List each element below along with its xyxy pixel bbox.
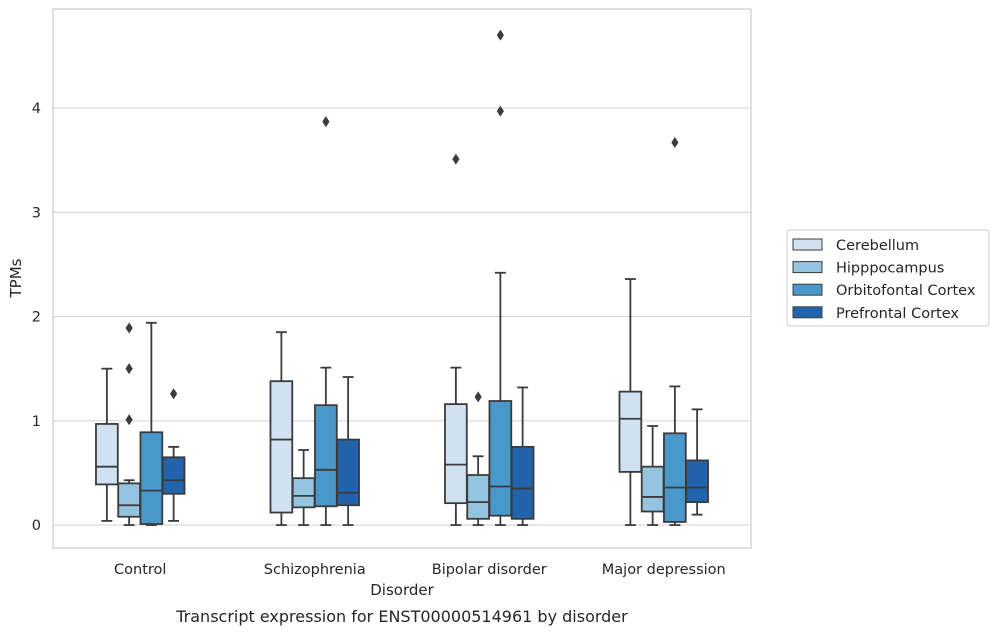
box-iqr bbox=[314, 404, 338, 508]
box-2-0 bbox=[444, 153, 468, 526]
y-axis-label: TPMs bbox=[7, 258, 25, 298]
box-iqr bbox=[336, 438, 360, 507]
box-iqr bbox=[640, 465, 665, 513]
outlier-point bbox=[125, 322, 133, 334]
outlier-point bbox=[170, 388, 178, 400]
legend-label: Cerebellum bbox=[836, 238, 919, 254]
legend-frame bbox=[786, 229, 990, 327]
legend-item: Hipppocampus bbox=[792, 261, 944, 277]
legend: Cerebellum Hipppocampus Orbitofontal Corte… bbox=[786, 229, 990, 327]
outlier-point bbox=[474, 391, 482, 403]
box-0-3 bbox=[161, 388, 186, 522]
y-tick-label: 0 bbox=[32, 518, 41, 534]
box-2-2 bbox=[488, 29, 513, 526]
legend-swatch bbox=[792, 238, 823, 251]
legend-item: Orbitofontal Cortex bbox=[792, 283, 976, 299]
outlier-point bbox=[125, 414, 133, 426]
legend-label: Orbitofontal Cortex bbox=[836, 283, 976, 299]
box-iqr bbox=[269, 380, 294, 514]
box-1-2 bbox=[314, 116, 338, 526]
box-iqr bbox=[117, 482, 141, 518]
x-tick-label: Bipolar disorder bbox=[432, 562, 547, 578]
box-iqr bbox=[488, 400, 513, 517]
legend-item: Cerebellum bbox=[792, 238, 919, 254]
y-tick-label: 1 bbox=[32, 414, 41, 430]
outlier-point bbox=[322, 116, 330, 128]
box-1-0 bbox=[269, 331, 294, 526]
chart-caption: Transcript expression for ENST0000051496… bbox=[175, 607, 628, 626]
legend-swatch bbox=[792, 261, 823, 274]
box-iqr bbox=[510, 445, 535, 520]
box-iqr bbox=[618, 390, 643, 473]
box-1-1 bbox=[291, 449, 316, 526]
box-3-1 bbox=[640, 425, 665, 526]
x-tick-label: Major depression bbox=[602, 562, 726, 578]
box-0-0 bbox=[95, 367, 119, 522]
legend-label: Hipppocampus bbox=[836, 261, 944, 277]
legend-item: Prefrontal Cortex bbox=[792, 306, 959, 322]
box-iqr bbox=[466, 474, 490, 520]
legend-label: Prefrontal Cortex bbox=[836, 306, 959, 322]
y-tick-label: 3 bbox=[32, 205, 41, 221]
outlier-point bbox=[496, 29, 504, 41]
box-2-3 bbox=[510, 386, 535, 526]
outlier-point bbox=[496, 105, 504, 117]
box-0-2 bbox=[139, 321, 164, 526]
box-1-3 bbox=[336, 376, 360, 526]
box-iqr bbox=[444, 403, 468, 505]
box-3-2 bbox=[663, 136, 687, 526]
box-2-1 bbox=[466, 391, 490, 526]
box-0-1 bbox=[117, 322, 141, 526]
outlier-point bbox=[125, 363, 133, 375]
box-3-3 bbox=[685, 408, 709, 516]
x-tick-label: Schizophrenia bbox=[264, 562, 366, 578]
plot-frame bbox=[52, 8, 752, 549]
box-iqr bbox=[95, 423, 119, 486]
y-tick-label: 4 bbox=[32, 101, 41, 117]
outlier-point bbox=[671, 136, 679, 148]
x-tick-label: Control bbox=[114, 562, 166, 578]
legend-swatch bbox=[792, 283, 823, 296]
x-axis-label: Disorder bbox=[370, 581, 434, 599]
box-3-0 bbox=[618, 278, 643, 526]
y-tick-label: 2 bbox=[32, 310, 41, 326]
outlier-point bbox=[452, 153, 460, 165]
box-iqr bbox=[161, 456, 186, 495]
box-iqr bbox=[663, 432, 687, 523]
box-iqr bbox=[685, 459, 709, 504]
box-iqr bbox=[291, 477, 316, 509]
legend-swatch bbox=[792, 306, 823, 319]
box-iqr bbox=[139, 431, 164, 525]
